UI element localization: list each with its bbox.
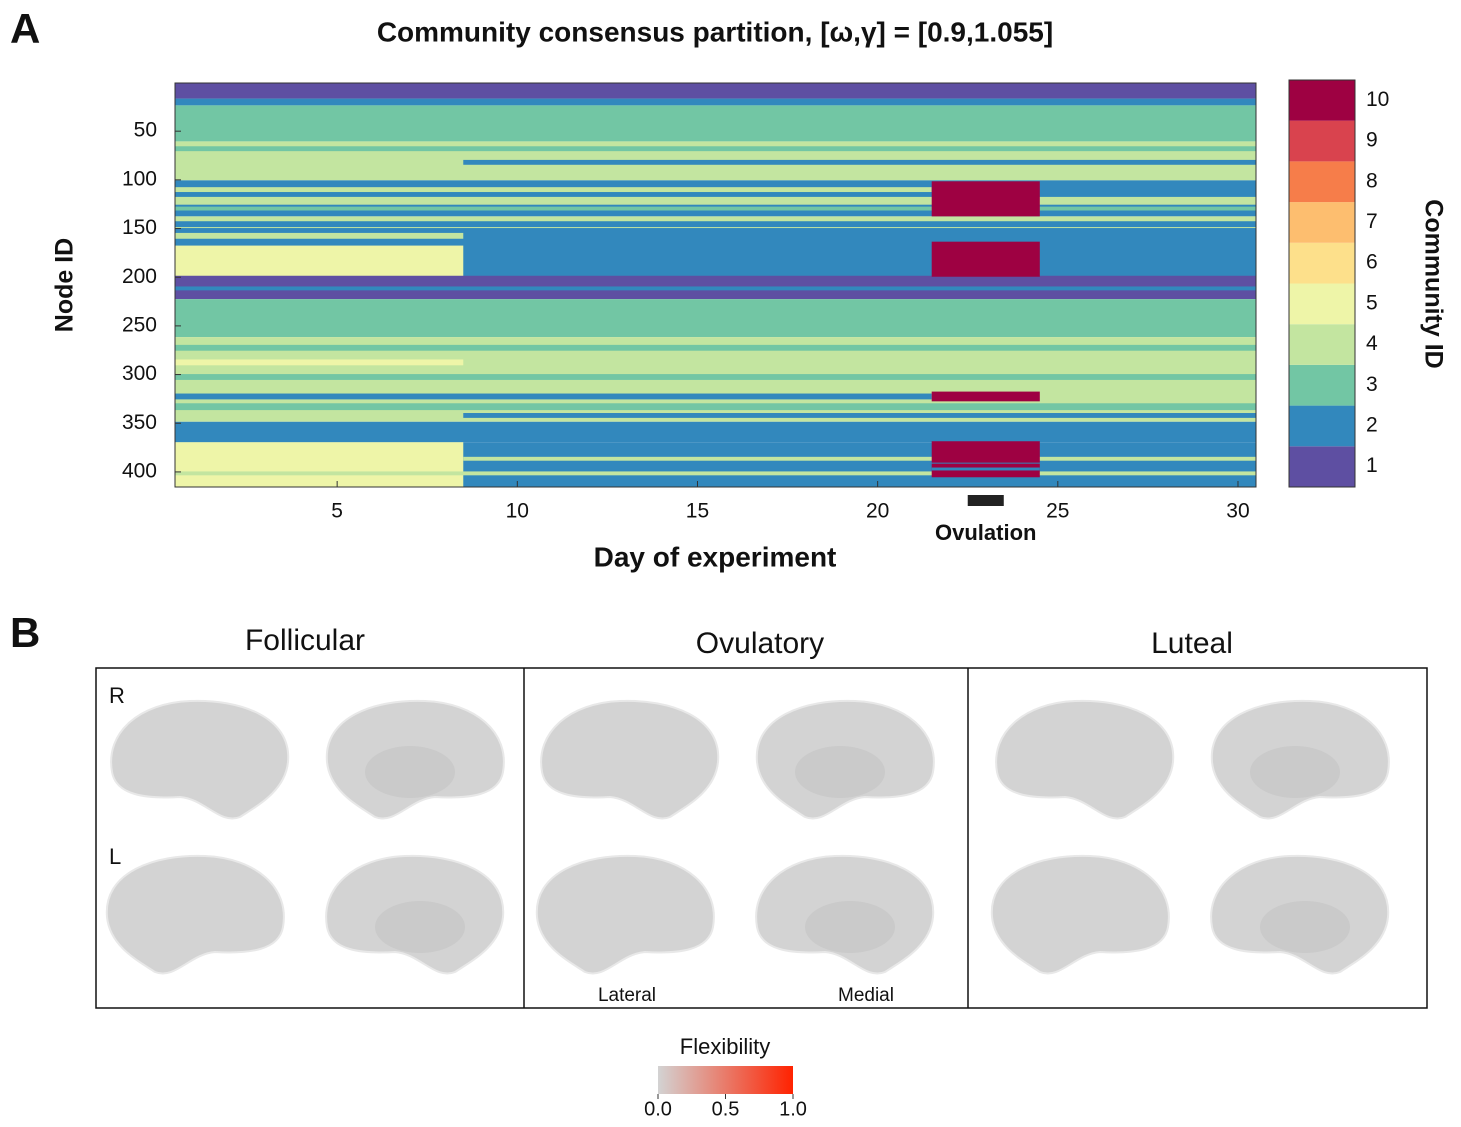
brain-medial-wall xyxy=(795,746,885,798)
colorbar-label: 8 xyxy=(1366,169,1378,192)
brain-surface xyxy=(992,856,1169,974)
heatmap-cell xyxy=(175,394,932,400)
hemisphere-label: R xyxy=(109,683,125,708)
heatmap-cell xyxy=(175,422,1256,442)
y-tick-label: 350 xyxy=(122,411,157,434)
panel-label: A xyxy=(10,5,40,52)
colorbar-label: 2 xyxy=(1366,413,1378,436)
heatmap-cell xyxy=(175,403,1256,410)
phase-title: Ovulatory xyxy=(696,627,824,660)
y-tick-label: 200 xyxy=(122,265,157,288)
colorbar-swatch xyxy=(1289,284,1355,325)
heatmap-cell xyxy=(175,299,1256,337)
colorbar-label: 6 xyxy=(1366,251,1378,274)
heatmap-cell xyxy=(175,207,1256,211)
colorbar-swatch xyxy=(1289,161,1355,202)
view-label: Medial xyxy=(838,985,894,1006)
heatmap-cell xyxy=(175,345,1256,351)
x-tick-label: 15 xyxy=(686,500,709,523)
colorbar-swatch xyxy=(1289,202,1355,243)
colorbar-swatch xyxy=(1289,324,1355,365)
colorbar-swatch xyxy=(1289,80,1355,121)
y-tick-label: 250 xyxy=(122,313,157,336)
heatmap-cell xyxy=(932,242,1040,277)
x-tick-label: 5 xyxy=(331,500,343,523)
colorbar-swatch xyxy=(1289,243,1355,284)
colorbar-swatch xyxy=(1289,406,1355,447)
x-axis-label: Day of experiment xyxy=(594,541,837,572)
brain-surface xyxy=(111,701,288,819)
heatmap-cell xyxy=(932,441,1040,462)
heatmap-cell xyxy=(175,105,1256,141)
heatmap-cell xyxy=(463,457,1256,461)
heatmap-cell xyxy=(932,181,1040,216)
hemisphere-label: L xyxy=(109,844,121,869)
y-tick-label: 300 xyxy=(122,362,157,385)
brain-medial-wall xyxy=(805,901,895,953)
colorbar-swatch xyxy=(1289,121,1355,162)
ovulation-bar xyxy=(968,495,1004,506)
panel-frame xyxy=(96,668,1427,1008)
heatmap-cell xyxy=(175,471,1256,475)
x-tick-label: 25 xyxy=(1046,500,1069,523)
heatmap-cell xyxy=(175,83,1256,99)
heatmap-cell xyxy=(175,233,463,239)
heatmap-cell xyxy=(932,392,1040,402)
heatmap-cell xyxy=(175,246,463,277)
colorbar-title: Community ID xyxy=(1419,199,1447,368)
brain-views xyxy=(107,701,1389,974)
annotation: Ovulation xyxy=(935,520,1036,545)
colorbar-swatch xyxy=(1289,446,1355,487)
heatmap-cell xyxy=(932,468,1040,471)
colorbar-label: 7 xyxy=(1366,210,1378,233)
colorbar-tick-label: 1.0 xyxy=(779,1098,807,1120)
colorbar-label: 5 xyxy=(1366,291,1378,314)
x-tick-label: 20 xyxy=(866,500,889,523)
heatmap-cell xyxy=(463,160,1256,165)
heatmap-cell xyxy=(175,197,1256,205)
colorbar-label: 1 xyxy=(1366,454,1378,477)
brain-medial-wall xyxy=(1250,746,1340,798)
panel-label: B xyxy=(10,609,40,656)
brain-medial-wall xyxy=(365,746,455,798)
heatmap-cell xyxy=(175,286,1256,290)
colorbar-swatch xyxy=(1289,365,1355,406)
y-axis-label: Node ID xyxy=(51,238,79,332)
colorbar-tick-label: 0.0 xyxy=(644,1098,672,1120)
colorbar-label: 10 xyxy=(1366,88,1389,111)
colorbar-title: Flexibility xyxy=(680,1034,770,1059)
brain-medial-wall xyxy=(375,901,465,953)
colorbar-label: 9 xyxy=(1366,129,1378,152)
y-tick-label: 50 xyxy=(134,119,157,142)
flexibility-colorbar xyxy=(658,1066,793,1094)
view-label: Lateral xyxy=(598,985,656,1006)
colorbar-label: 4 xyxy=(1366,332,1378,355)
heatmap-cell xyxy=(175,187,932,192)
chart-title: Community consensus partition, [ω,γ] = [… xyxy=(377,16,1053,47)
y-tick-label: 400 xyxy=(122,459,157,482)
heatmap-cell xyxy=(175,146,1256,151)
heatmap-cell xyxy=(175,359,463,365)
heatmap-cell xyxy=(175,374,1256,380)
heatmap-cell xyxy=(175,221,1256,227)
heatmap-cell xyxy=(175,442,463,487)
x-tick-label: 10 xyxy=(506,500,529,523)
brain-surface xyxy=(107,856,284,974)
figure: A Community consensus partition, [ω,γ] =… xyxy=(0,0,1461,1122)
colorbar-label: 3 xyxy=(1366,373,1378,396)
phase-title: Luteal xyxy=(1151,627,1233,660)
colorbar-tick-label: 0.5 xyxy=(712,1098,740,1120)
x-tick-label: 30 xyxy=(1226,500,1249,523)
brain-surface xyxy=(537,856,714,974)
brain-medial-wall xyxy=(1260,901,1350,953)
phase-title: Follicular xyxy=(245,624,365,657)
brain-surface xyxy=(541,701,718,819)
heatmap-cell xyxy=(175,99,1256,106)
brain-surface xyxy=(996,701,1173,819)
y-tick-label: 100 xyxy=(122,167,157,190)
y-tick-label: 150 xyxy=(122,216,157,239)
heatmap-cell xyxy=(463,413,1256,418)
